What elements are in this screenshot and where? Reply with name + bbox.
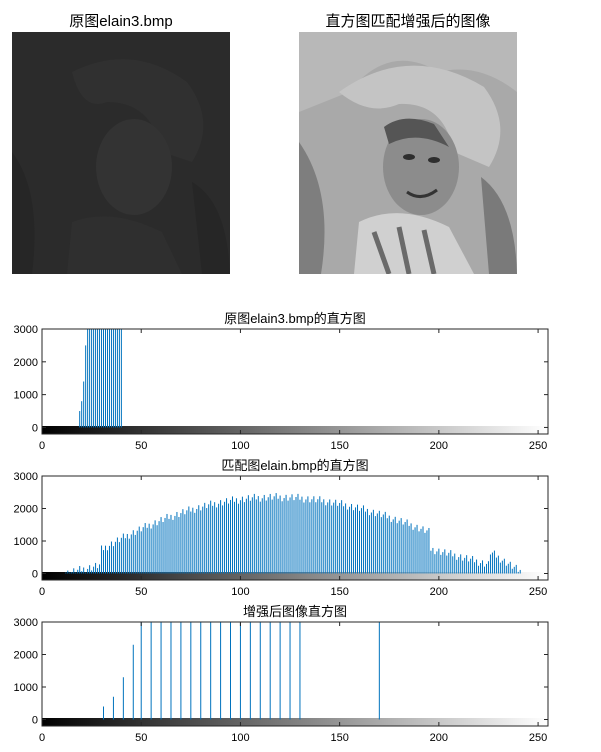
x-tick-label: 100 xyxy=(231,586,249,598)
y-tick-label: 3000 xyxy=(14,471,38,483)
x-tick-label: 200 xyxy=(430,732,448,744)
x-tick-label: 200 xyxy=(430,586,448,598)
chart-title-2: 匹配图elain.bmp的直方图 xyxy=(221,458,368,473)
x-tick-label: 0 xyxy=(39,732,45,744)
y-tick-label: 2000 xyxy=(14,650,38,662)
grayscale-colorbar-3 xyxy=(42,718,548,726)
y-tick-label: 1000 xyxy=(14,682,38,694)
x-tick-label: 200 xyxy=(430,440,448,452)
x-tick-label: 150 xyxy=(330,586,348,598)
grayscale-colorbar-1 xyxy=(42,426,548,434)
y-tick-label: 0 xyxy=(32,569,38,581)
x-tick-label: 250 xyxy=(529,732,547,744)
x-tick-label: 150 xyxy=(330,732,348,744)
y-tick-label: 2000 xyxy=(14,357,38,369)
y-tick-label: 1000 xyxy=(14,390,38,402)
chart-title-3: 增强后图像直方图 xyxy=(243,604,347,619)
y-tick-label: 2000 xyxy=(14,504,38,516)
x-tick-label: 50 xyxy=(135,586,147,598)
enhanced-portrait-graphic xyxy=(299,32,517,274)
x-tick-label: 50 xyxy=(135,440,147,452)
y-tick-label: 3000 xyxy=(14,324,38,336)
x-tick-label: 0 xyxy=(39,586,45,598)
x-tick-label: 50 xyxy=(135,732,147,744)
x-tick-label: 100 xyxy=(231,732,249,744)
axes-frame-1 xyxy=(41,328,549,435)
x-tick-label: 100 xyxy=(231,440,249,452)
x-tick-label: 150 xyxy=(330,440,348,452)
enhanced-image xyxy=(299,32,517,274)
axes-frame-3 xyxy=(41,621,549,727)
enhanced-image-title: 直方图匹配增强后的图像 xyxy=(325,13,491,30)
y-tick-label: 1000 xyxy=(14,536,38,548)
y-tick-label: 3000 xyxy=(14,617,38,629)
axes-frame-2 xyxy=(41,475,549,581)
y-tick-label: 0 xyxy=(32,715,38,727)
x-tick-label: 250 xyxy=(529,440,547,452)
y-tick-label: 0 xyxy=(32,422,38,434)
x-tick-label: 0 xyxy=(39,440,45,452)
grayscale-colorbar-2 xyxy=(42,572,548,580)
original-image-title: 原图elain3.bmp xyxy=(69,13,173,30)
original-image xyxy=(12,32,230,274)
chart-title-1: 原图elain3.bmp的直方图 xyxy=(224,311,366,326)
original-portrait-graphic xyxy=(12,32,230,274)
x-tick-label: 250 xyxy=(529,586,547,598)
